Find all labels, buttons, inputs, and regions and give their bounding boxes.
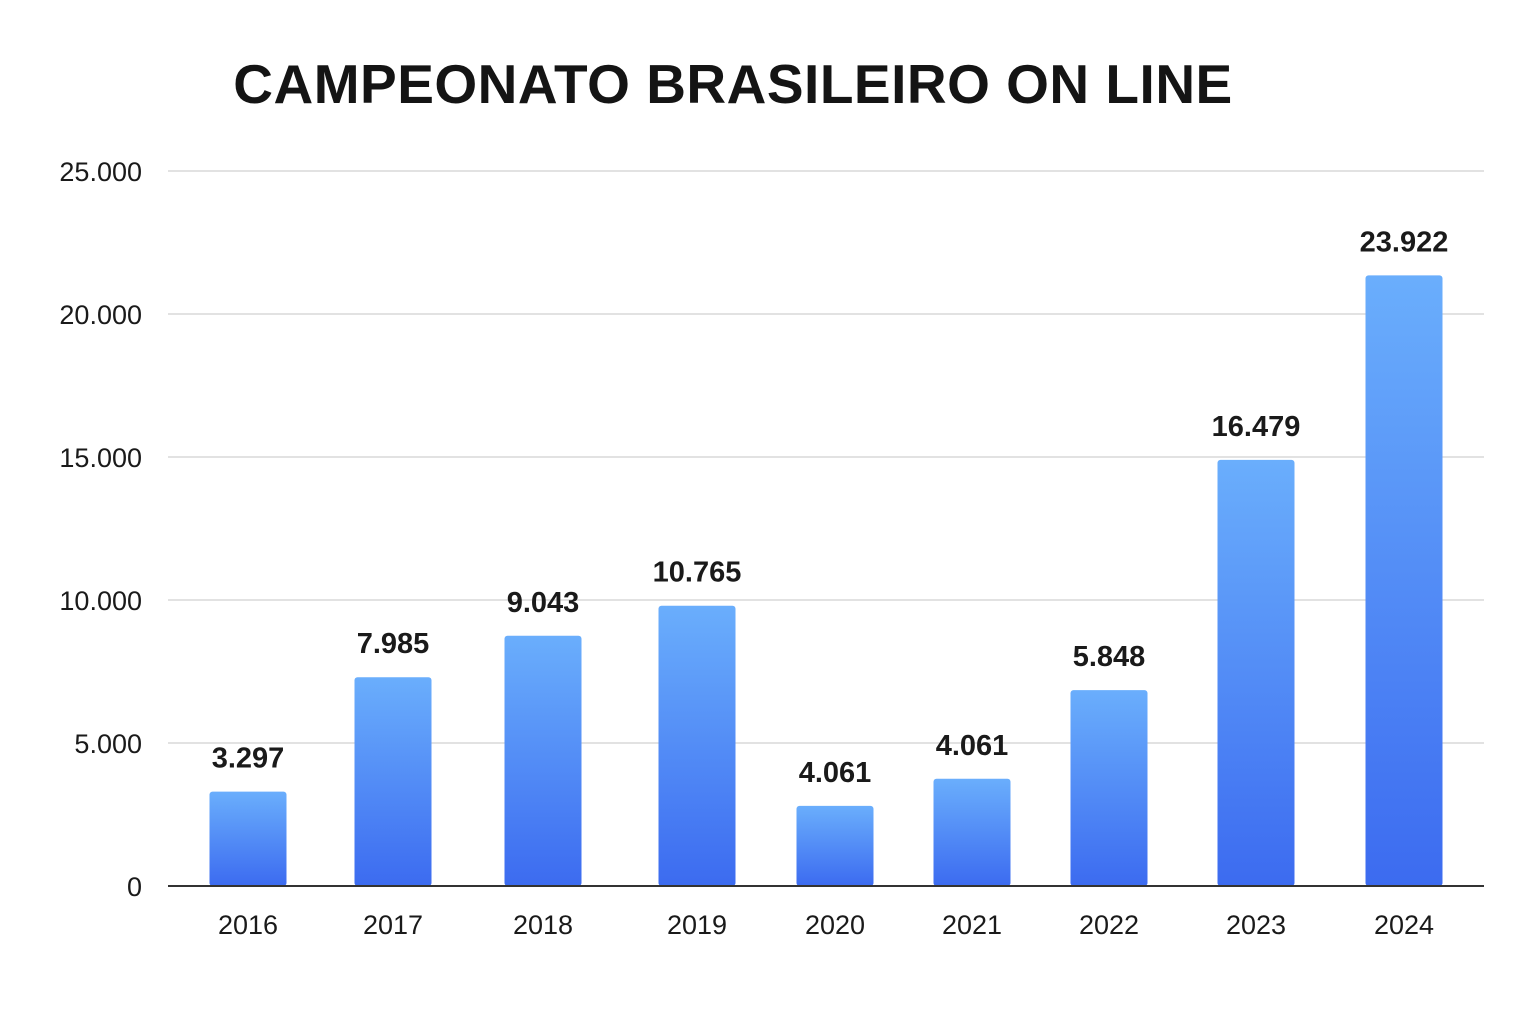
bar-2018 xyxy=(504,635,582,886)
bar-2023 xyxy=(1217,459,1295,886)
bar-2020 xyxy=(796,805,874,886)
data-label-2024: 23.922 xyxy=(1360,226,1449,258)
x-tick-label-2021: 2021 xyxy=(942,910,1002,940)
data-label-2017: 7.985 xyxy=(357,628,430,660)
data-labels: 3.297 7.985 9.043 10.765 4.061 4.061 5.848 16.4… xyxy=(212,226,1449,789)
bar-2024 xyxy=(1365,275,1443,886)
data-label-2022: 5.848 xyxy=(1073,641,1146,673)
x-tick-label-2020: 2020 xyxy=(805,910,865,940)
bar-2016 xyxy=(209,791,287,886)
x-tick-label-2019: 2019 xyxy=(667,910,727,940)
x-tick-label-2017: 2017 xyxy=(363,910,423,940)
data-label-2019: 10.765 xyxy=(653,557,742,589)
data-label-2021: 4.061 xyxy=(936,730,1009,762)
bar-2019 xyxy=(658,605,736,886)
x-tick-label-2018: 2018 xyxy=(513,910,573,940)
y-tick-label: 15.000 xyxy=(59,443,142,473)
bar-2021 xyxy=(933,778,1011,886)
y-tick-label: 0 xyxy=(127,872,142,902)
y-tick-label: 5.000 xyxy=(74,729,142,759)
bars xyxy=(209,275,1443,886)
x-tick-label-2023: 2023 xyxy=(1226,910,1286,940)
y-axis-ticks: 0 5.000 10.000 15.000 20.000 25.000 xyxy=(59,157,142,902)
x-axis-ticks: 2016 2017 2018 2019 2020 2021 2022 2023 2024 xyxy=(218,910,1434,940)
data-label-2018: 9.043 xyxy=(507,587,580,619)
data-label-2023: 16.479 xyxy=(1212,411,1301,443)
y-tick-label: 10.000 xyxy=(59,586,142,616)
data-label-2020: 4.061 xyxy=(799,757,872,789)
data-label-2016: 3.297 xyxy=(212,743,285,775)
chart-title: CAMPEONATO BRASILEIRO ON LINE xyxy=(233,53,1233,115)
bar-2017 xyxy=(354,677,432,886)
y-tick-label: 20.000 xyxy=(59,300,142,330)
x-tick-label-2024: 2024 xyxy=(1374,910,1434,940)
y-tick-label: 25.000 xyxy=(59,157,142,187)
bar-2022 xyxy=(1070,690,1148,886)
x-tick-label-2022: 2022 xyxy=(1079,910,1139,940)
x-tick-label-2016: 2016 xyxy=(218,910,278,940)
